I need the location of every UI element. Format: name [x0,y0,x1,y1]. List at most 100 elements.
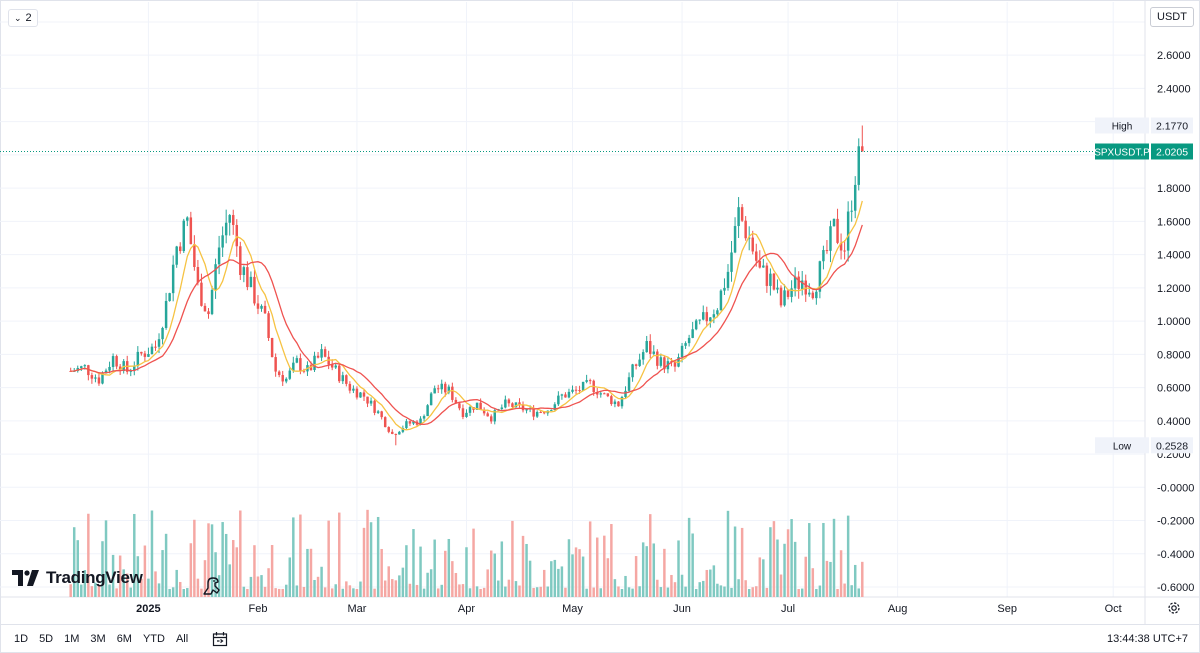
candle-body [345,375,348,384]
candle-body [564,394,567,398]
volume-bar [571,554,574,597]
volume-bar [737,579,740,597]
volume-bar [525,543,528,597]
range-6m-button[interactable]: 6M [116,633,132,645]
volume-bar [90,586,94,597]
volume-bar [281,588,284,597]
volume-bar [330,588,334,597]
candle-body [486,413,489,417]
candle-body [747,237,751,239]
candle-body [108,366,111,371]
volume-bar [723,586,726,597]
candle-body [217,247,221,265]
gear-icon[interactable] [1167,601,1181,615]
candle-body [740,207,744,221]
range-all-button[interactable]: All [175,633,189,645]
candle-body [504,399,507,408]
volume-bar [493,553,496,597]
candle-body [553,404,557,411]
candle-body [850,210,853,212]
volume-bar [122,569,125,597]
volume-bar [790,519,793,597]
volume-bar [277,588,281,597]
y-tick-label: 0.4000 [1157,416,1191,428]
range-ytd-button[interactable]: YTD [142,633,165,645]
candle-body [224,222,228,236]
volume-bar [588,521,592,597]
volume-bar [104,520,108,597]
volume-bar [680,574,684,597]
volume-bar [232,540,235,597]
y-tick-label: 1.2000 [1157,283,1191,295]
legend-toggle-button[interactable]: ⌄ 2 [8,9,38,27]
volume-bar [659,587,663,597]
candle-body [454,399,458,404]
volume-bar [270,545,274,597]
calendar-icon[interactable] [212,631,228,647]
volume-bar [118,555,122,597]
volume-bar [394,580,398,597]
candle-body [316,355,320,358]
symbol-badge-value: 2.0205 [1156,146,1188,158]
volume-bar [535,587,539,597]
volume-bar [246,588,249,597]
volume-bar [383,580,387,597]
candle-body [808,292,811,295]
volume-bar [359,581,362,597]
range-1d-button[interactable]: 1D [14,633,29,645]
high-badge-value-bg [1151,117,1193,134]
candle-body [853,184,857,211]
volume-bar [171,587,175,597]
volume-bar [475,586,479,597]
volume-bar [214,552,217,597]
candle-body [694,320,698,330]
candle-body [458,403,461,409]
candle-body [571,389,574,392]
candle-body [267,313,270,338]
volume-bar [419,546,422,597]
x-tick-label: Oct [1105,603,1122,615]
range-1m-button[interactable]: 1M [64,633,80,645]
volume-bar [316,576,320,597]
x-tick-label: 2025 [136,603,160,615]
candle-body [376,411,380,413]
volume-bar [433,539,436,597]
candle-body [246,267,249,288]
volume-bar [373,588,376,597]
high-badge-label-bg [1095,117,1149,134]
currency-button[interactable]: USDT [1150,7,1194,27]
volume-bar [422,588,426,597]
candle-body [567,391,571,398]
candle-body [560,394,564,396]
range-5d-button[interactable]: 5D [39,633,54,645]
range-3m-button[interactable]: 3M [90,633,106,645]
volume-bar [482,587,486,597]
candle-body [426,405,429,417]
volume-bar [567,539,571,597]
volume-bar [405,545,408,597]
candle-body [726,271,730,288]
y-tick-label: -0.6000 [1157,582,1194,594]
candle-body [691,329,694,338]
candle-body [281,375,284,382]
volume-bar [387,566,390,597]
volume-bar [691,533,694,597]
y-tick-label: -0.0000 [1157,482,1194,494]
candle-body [299,358,302,371]
volume-bar [299,514,302,597]
candle-body [341,375,345,382]
candle-body [352,388,355,391]
volume-bar [217,575,221,597]
candle-body [574,389,578,391]
candle-body [581,381,585,391]
volume-bar [83,570,87,597]
candle-body [687,337,691,344]
volume-bar [574,547,578,597]
candle-body [348,383,352,391]
candle-body [836,218,839,243]
candle-body [359,392,362,398]
candle-body [744,220,747,239]
y-tick-label: 1.4000 [1157,250,1191,262]
dinosaur-icon[interactable] [200,574,224,598]
